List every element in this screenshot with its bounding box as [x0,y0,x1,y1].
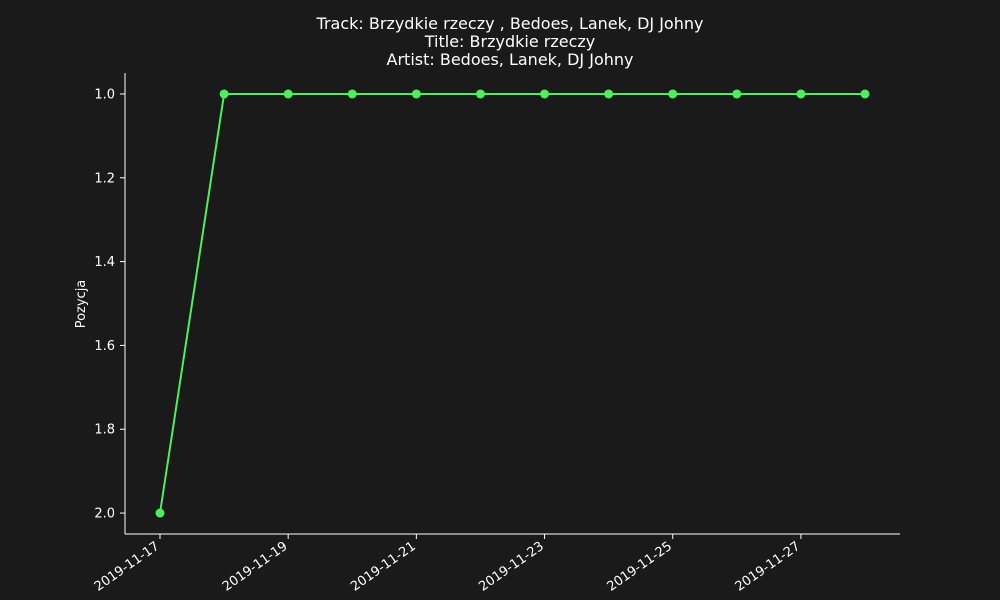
y-tick-label: 1.4 [94,255,115,270]
y-axis-label: Pozycja [74,280,89,329]
series-layer [155,89,870,518]
x-tick-label: 2019-11-27 [733,539,804,595]
data-point [475,89,485,99]
x-tick-label: 2019-11-23 [476,539,547,595]
x-tick-label: 2019-11-19 [220,539,291,595]
data-point [411,89,421,99]
series-line [159,92,865,514]
y-axis-ticks: 1.0 1.2 1.4 1.6 1.8 2.0 [94,87,125,522]
chart-title-line-2: Title: Brzydkie rzeczy [424,32,595,51]
x-tick-label: 2019-11-25 [605,539,676,595]
data-point [796,89,806,99]
data-point [155,508,165,518]
chart-title-line-1: Track: Brzydkie rzeczy , Bedoes, Lanek, … [316,14,704,33]
data-point [347,89,357,99]
y-tick-label: 2.0 [94,507,115,522]
data-point [283,89,293,99]
x-axis-ticks: 2019-11-17 2019-11-19 2019-11-21 2019-11-23… [92,534,803,595]
x-tick-label: 2019-11-17 [92,539,163,595]
y-tick-label: 1.8 [94,423,115,438]
y-tick-label: 1.2 [94,171,115,186]
data-point [860,89,870,99]
data-point [219,89,229,99]
chart-title: Track: Brzydkie rzeczy , Bedoes, Lanek, … [316,14,704,69]
chart-title-line-3: Artist: Bedoes, Lanek, DJ Johny [387,50,634,69]
data-point [732,89,742,99]
y-tick-label: 1.6 [94,339,115,354]
x-tick-label: 2019-11-21 [348,539,419,595]
data-point [540,89,550,99]
y-tick-label: 1.0 [94,87,115,102]
data-point [668,89,678,99]
data-point [604,89,614,99]
